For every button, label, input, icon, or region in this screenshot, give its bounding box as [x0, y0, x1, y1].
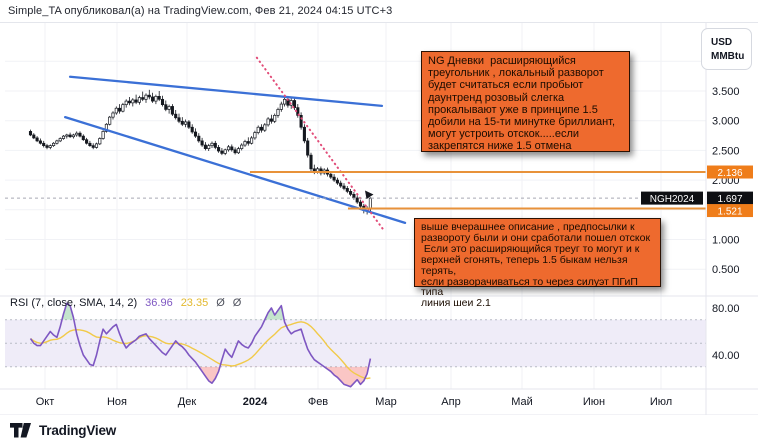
- svg-text:0.500: 0.500: [712, 264, 740, 276]
- level-badge-lower: 1.521: [707, 204, 753, 217]
- annotation-note-bottom[interactable]: выше вчерашнее описание , предпосылки к …: [414, 218, 661, 309]
- rsi-line[interactable]: [29, 302, 372, 388]
- footer-bar: TradingView: [0, 415, 758, 445]
- rsi-ma-value: 23.35: [180, 297, 209, 309]
- svg-text:Май: Май: [511, 396, 533, 408]
- svg-text:2.136: 2.136: [717, 168, 742, 179]
- lower-triangle-line[interactable]: [64, 115, 407, 225]
- svg-text:Дек: Дек: [178, 396, 197, 408]
- pink-downtrend-line[interactable]: [255, 56, 386, 233]
- svg-text:1.521: 1.521: [717, 206, 742, 217]
- svg-text:Июл: Июл: [650, 396, 672, 408]
- svg-text:NGH2024: NGH2024: [650, 194, 695, 205]
- svg-text:1.000: 1.000: [712, 235, 740, 247]
- tradingview-brand-text[interactable]: TradingView: [39, 422, 117, 438]
- last-bar-marker[interactable]: [365, 190, 374, 200]
- svg-text:40.00: 40.00: [712, 350, 740, 362]
- price-scale-unit-box[interactable]: USD MMBtu: [701, 28, 752, 70]
- svg-text:2.500: 2.500: [712, 145, 740, 157]
- svg-text:Ноя: Ноя: [107, 396, 127, 408]
- time-axis[interactable]: Окт Ноя Дек 2024 Фев Мар Апр Май Июн Июл: [36, 396, 672, 408]
- svg-text:Мар: Мар: [375, 396, 397, 408]
- annotation-note-top[interactable]: NG Дневки расширяющийся треугольник , ло…: [421, 51, 630, 152]
- rsi-overbought-fill: [30, 303, 371, 320]
- rsi-oversold-fill: [30, 366, 371, 387]
- published-line: Simple_TA опубликовал(а) на TradingView.…: [8, 5, 393, 17]
- symbol-badge: NGH2024: [641, 191, 703, 205]
- svg-text:Окт: Окт: [36, 396, 55, 408]
- svg-text:1.697: 1.697: [717, 194, 742, 205]
- currency-label[interactable]: USD: [711, 36, 733, 48]
- level-badge-upper: 2.136: [707, 165, 753, 179]
- svg-text:2024: 2024: [243, 396, 268, 408]
- upper-triangle-line[interactable]: [68, 75, 384, 107]
- rsi-sma-line[interactable]: [30, 321, 371, 380]
- tradingview-logo-icon[interactable]: [10, 422, 32, 438]
- last-price-badge: 1.697: [707, 191, 753, 205]
- svg-text:80.00: 80.00: [712, 303, 740, 315]
- unit-label[interactable]: MMBtu: [711, 50, 745, 62]
- publish-header: Simple_TA опубликовал(а) на TradingView.…: [0, 0, 758, 22]
- rsi-value: 36.96: [145, 297, 173, 309]
- svg-text:3.500: 3.500: [712, 86, 740, 98]
- rsi-source-2: Ø: [232, 297, 242, 309]
- svg-text:3.000: 3.000: [712, 116, 740, 128]
- rsi-indicator-header[interactable]: RSI (7, close, SMA, 14, 2) 36.96 23.35 Ø…: [10, 297, 241, 309]
- svg-text:Июн: Июн: [583, 396, 605, 408]
- svg-text:Фев: Фев: [308, 396, 328, 408]
- svg-text:Апр: Апр: [441, 396, 460, 408]
- rsi-source-1: Ø: [216, 297, 225, 309]
- rsi-title[interactable]: RSI (7, close, SMA, 14, 2): [10, 297, 138, 309]
